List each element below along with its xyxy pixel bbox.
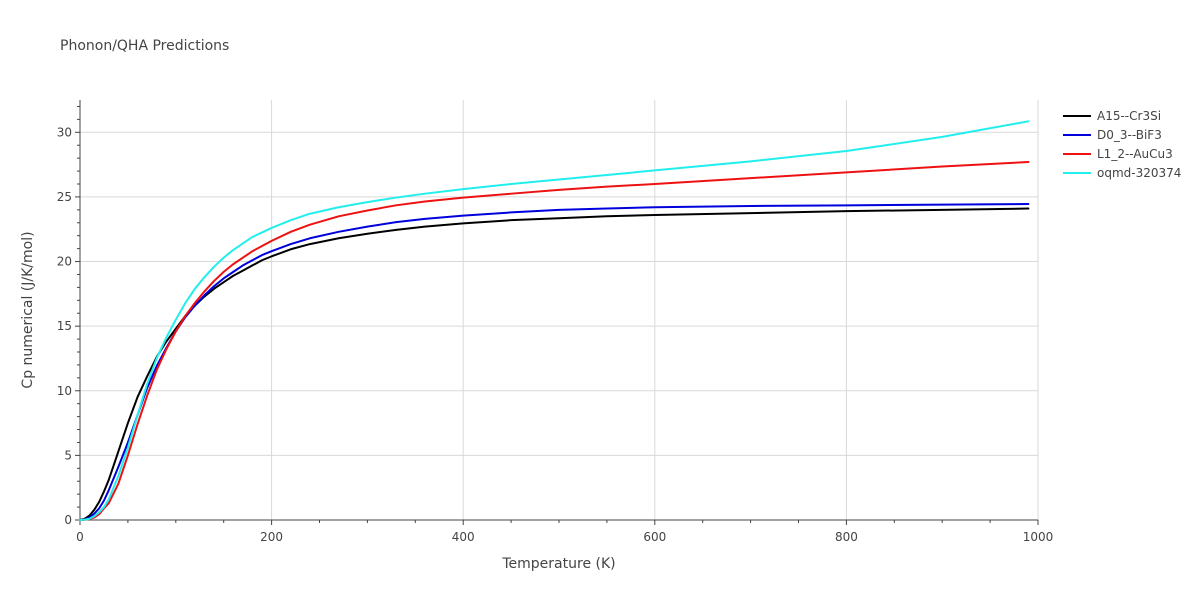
series-line-4 xyxy=(79,120,1030,521)
series-line-1 xyxy=(79,207,1030,521)
x-tick-label: 200 xyxy=(260,530,283,544)
x-tick-label: 1000 xyxy=(1023,530,1054,544)
legend-label-2: D0_3--BiF3 xyxy=(1097,128,1162,142)
x-tick-label: 400 xyxy=(452,530,475,544)
legend-label-1: A15--Cr3Si xyxy=(1097,109,1161,123)
series-line-3 xyxy=(79,161,1030,521)
y-tick-label: 10 xyxy=(57,384,72,398)
x-tick-label: 600 xyxy=(643,530,666,544)
plot-area xyxy=(79,120,1030,521)
tick-labels: 0 200 400 600 800 1000 0 5 10 15 20 25 30 xyxy=(57,125,1054,544)
legend-label-4: oqmd-320374 xyxy=(1097,166,1181,180)
x-tick-label: 0 xyxy=(76,530,84,544)
legend-label-3: L1_2--AuCu3 xyxy=(1097,147,1173,161)
y-tick-label: 0 xyxy=(64,513,72,527)
x-axis-title: Temperature (K) xyxy=(501,556,615,572)
chart-title: Phonon/QHA Predictions xyxy=(60,38,229,54)
x-tick-label: 800 xyxy=(835,530,858,544)
series-line-2 xyxy=(79,203,1030,521)
legend: A15--Cr3Si D0_3--BiF3 L1_2--AuCu3 oqmd-3203… xyxy=(1063,109,1181,180)
y-tick-label: 30 xyxy=(57,125,72,139)
y-tick-label: 20 xyxy=(57,255,72,269)
y-tick-label: 5 xyxy=(64,448,72,462)
y-tick-label: 25 xyxy=(57,190,72,204)
axes xyxy=(75,100,1039,525)
y-axis-title: Cp numerical (J/K/mol) xyxy=(20,231,36,388)
y-tick-label: 15 xyxy=(57,319,72,333)
gridlines xyxy=(80,100,1039,520)
